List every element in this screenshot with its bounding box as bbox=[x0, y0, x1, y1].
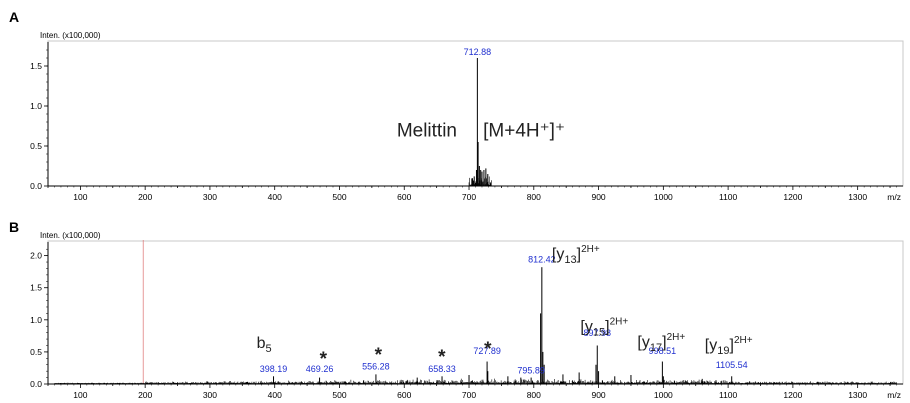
y-tick-label: 0.0 bbox=[30, 379, 42, 389]
panel-a-frame bbox=[47, 40, 904, 187]
x-tick-label: 100 bbox=[73, 192, 87, 202]
y-tick-label: 0.5 bbox=[30, 141, 42, 151]
x-tick-label: 1300 bbox=[848, 390, 867, 400]
fragment-ion-label: [y15]2H+ bbox=[580, 316, 628, 338]
x-tick-label: 200 bbox=[138, 192, 152, 202]
peak-value-label: 795.89 bbox=[517, 365, 545, 375]
x-tick-label: 1200 bbox=[783, 192, 802, 202]
y-tick-label: 2.0 bbox=[30, 251, 42, 261]
panel-a: A Inten. (x100,000) 100 200 300 400 500 600 70… bbox=[9, 9, 904, 202]
x-axis-label: m/z bbox=[887, 192, 901, 202]
peak-value-label: 897.98 bbox=[583, 328, 611, 338]
x-tick-label: 1000 bbox=[654, 192, 673, 202]
x-tick-label: 200 bbox=[138, 390, 152, 400]
panel-b: B Inten. (x100,000) 100 200 300 400 500 600 70… bbox=[9, 219, 904, 400]
y-tick-label: 1.0 bbox=[30, 101, 42, 111]
x-tick-label: 600 bbox=[397, 192, 411, 202]
x-tick-label: 400 bbox=[268, 390, 282, 400]
panel-a-trace bbox=[468, 58, 492, 186]
peak-value-label: 1105.54 bbox=[716, 360, 748, 370]
x-tick-label: 700 bbox=[462, 390, 476, 400]
ion-annotation: [M+4H⁺]⁺ bbox=[483, 120, 565, 141]
x-axis-label: m/z bbox=[887, 390, 901, 400]
x-tick-label: 1100 bbox=[719, 192, 738, 202]
x-tick-label: 1000 bbox=[654, 390, 673, 400]
x-tick-label: 800 bbox=[527, 192, 541, 202]
panel-a-axes: 100 200 300 400 500 600 700 800 900 1000 1100 1200 1… bbox=[30, 42, 903, 202]
x-tick-label: 800 bbox=[527, 390, 541, 400]
x-tick-label: 400 bbox=[268, 192, 282, 202]
peak-value-label: 469.26 bbox=[306, 364, 334, 374]
peak-value-label: 556.28 bbox=[362, 361, 390, 371]
panel-b-ylabel: Inten. (x100,000) bbox=[40, 231, 101, 240]
x-tick-label: 1200 bbox=[783, 390, 802, 400]
panel-a-ylabel: Inten. (x100,000) bbox=[40, 31, 101, 40]
fragment-ion-label: [y19]2H+ bbox=[705, 335, 753, 357]
y-tick-label: 0.5 bbox=[30, 347, 42, 357]
panel-a-labels: 712.88 Melittin [M+4H⁺]⁺ bbox=[397, 47, 565, 141]
fragment-ion-label: b5 bbox=[257, 335, 272, 355]
y-tick-label: 1.5 bbox=[30, 283, 42, 293]
asterisk-marker: * bbox=[375, 345, 383, 366]
panel-b-trace bbox=[54, 267, 897, 384]
x-tick-label: 700 bbox=[462, 192, 476, 202]
y-tick-label: 1.5 bbox=[30, 61, 42, 71]
y-tick-label: 0.0 bbox=[30, 181, 42, 191]
panel-letter-b: B bbox=[9, 219, 19, 235]
peak-value-label: 727.89 bbox=[473, 346, 501, 356]
panel-b-frame bbox=[47, 240, 904, 385]
peak-value-label: 712.88 bbox=[464, 47, 492, 57]
asterisk-marker: * bbox=[484, 339, 492, 360]
x-tick-label: 900 bbox=[591, 390, 605, 400]
peak-value-label: 812.42 bbox=[528, 254, 556, 264]
x-tick-label: 500 bbox=[332, 390, 346, 400]
x-tick-label: 900 bbox=[591, 192, 605, 202]
ion-annotation: Melittin bbox=[397, 120, 457, 141]
x-tick-label: 600 bbox=[397, 390, 411, 400]
panel-letter-a: A bbox=[9, 9, 19, 25]
x-tick-label: 300 bbox=[203, 192, 217, 202]
panel-b-axes: 100 200 300 400 500 600 700 800 900 1000 1100 1200 1… bbox=[30, 240, 903, 400]
x-tick-label: 300 bbox=[203, 390, 217, 400]
asterisk-marker: * bbox=[438, 347, 446, 368]
peak-value-label: 398.19 bbox=[260, 364, 288, 374]
x-tick-label: 500 bbox=[332, 192, 346, 202]
panel-b-labels: 398.19 469.26 556.28 658.33 727.89 795.89 812.… bbox=[257, 244, 753, 375]
peak-value-label: 998.51 bbox=[649, 346, 677, 356]
asterisk-marker: * bbox=[320, 349, 328, 370]
fragment-ion-label: [y17]2H+ bbox=[637, 332, 685, 354]
y-tick-label: 1.0 bbox=[30, 315, 42, 325]
x-tick-label: 1300 bbox=[848, 192, 867, 202]
x-tick-label: 1100 bbox=[719, 390, 738, 400]
x-tick-label: 100 bbox=[73, 390, 87, 400]
peak-value-label: 658.33 bbox=[428, 364, 456, 374]
fragment-ion-label: [y13]2H+ bbox=[552, 244, 600, 266]
